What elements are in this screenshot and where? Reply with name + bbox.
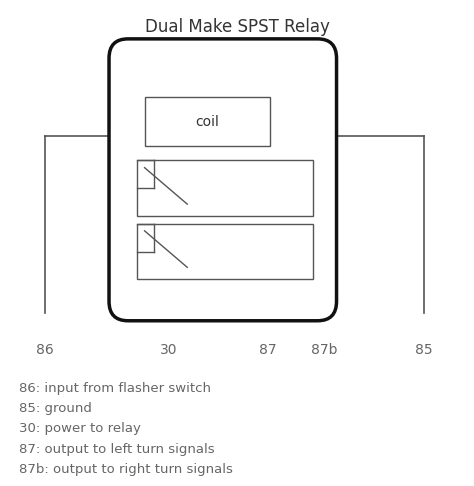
Text: 86: 86: [36, 343, 54, 357]
Bar: [145, 97, 270, 146]
Text: Dual Make SPST Relay: Dual Make SPST Relay: [145, 17, 329, 36]
Text: 87: 87: [259, 343, 277, 357]
Text: 86: input from flasher switch: 86: input from flasher switch: [19, 382, 211, 395]
Text: coil: coil: [195, 115, 219, 128]
Text: 30: power to relay: 30: power to relay: [19, 422, 141, 435]
Text: 85: ground: 85: ground: [19, 402, 92, 415]
FancyBboxPatch shape: [109, 39, 337, 321]
Text: 85: 85: [415, 343, 433, 357]
Bar: [137, 160, 313, 216]
Bar: [137, 224, 313, 279]
Text: 87: output to left turn signals: 87: output to left turn signals: [19, 443, 215, 456]
Text: 30: 30: [160, 343, 177, 357]
Text: 87b: output to right turn signals: 87b: output to right turn signals: [19, 463, 233, 476]
Text: 87b: 87b: [311, 343, 338, 357]
